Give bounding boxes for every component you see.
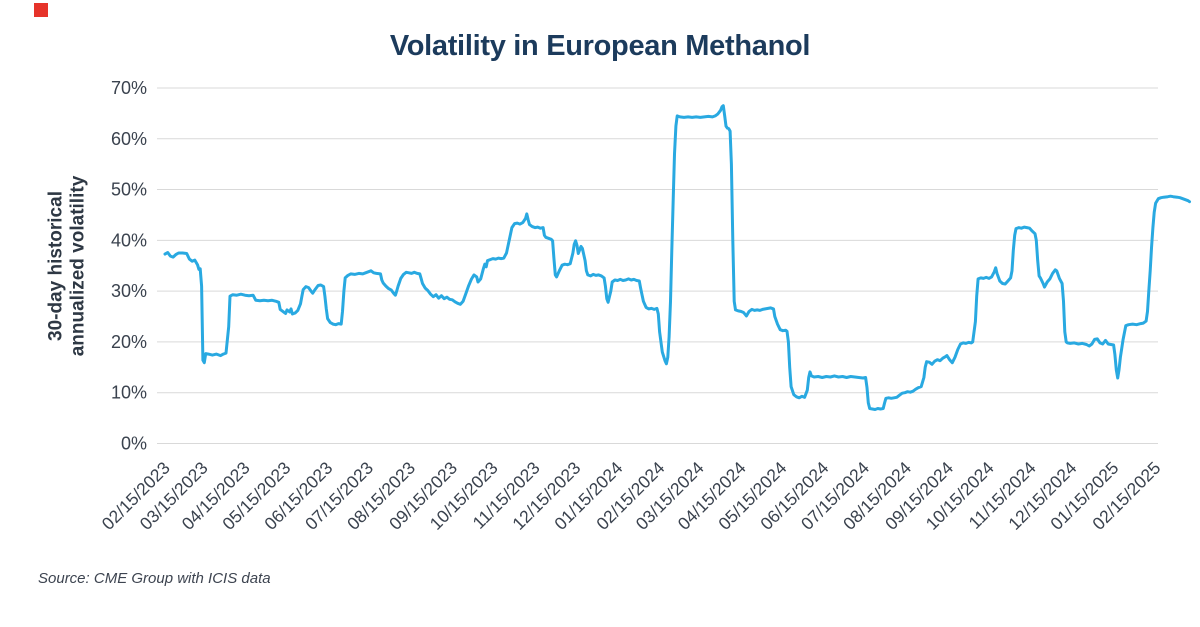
y-tick-label: 30%: [111, 281, 147, 301]
chart-title: Volatility in European Methanol: [389, 30, 811, 62]
y-tick-label: 10%: [111, 383, 147, 403]
source-note: Source: CME Group with ICIS data: [38, 570, 271, 587]
y-tick-label: 70%: [111, 78, 147, 98]
volatility-series-line: [163, 104, 1191, 411]
y-tick-label: 60%: [111, 129, 147, 149]
y-tick-label: 40%: [111, 230, 147, 250]
red-brand-square: [34, 3, 48, 17]
y-tick-label: 50%: [111, 180, 147, 200]
y-tick-label: 0%: [121, 434, 147, 454]
y-tick-label: 20%: [111, 332, 147, 352]
